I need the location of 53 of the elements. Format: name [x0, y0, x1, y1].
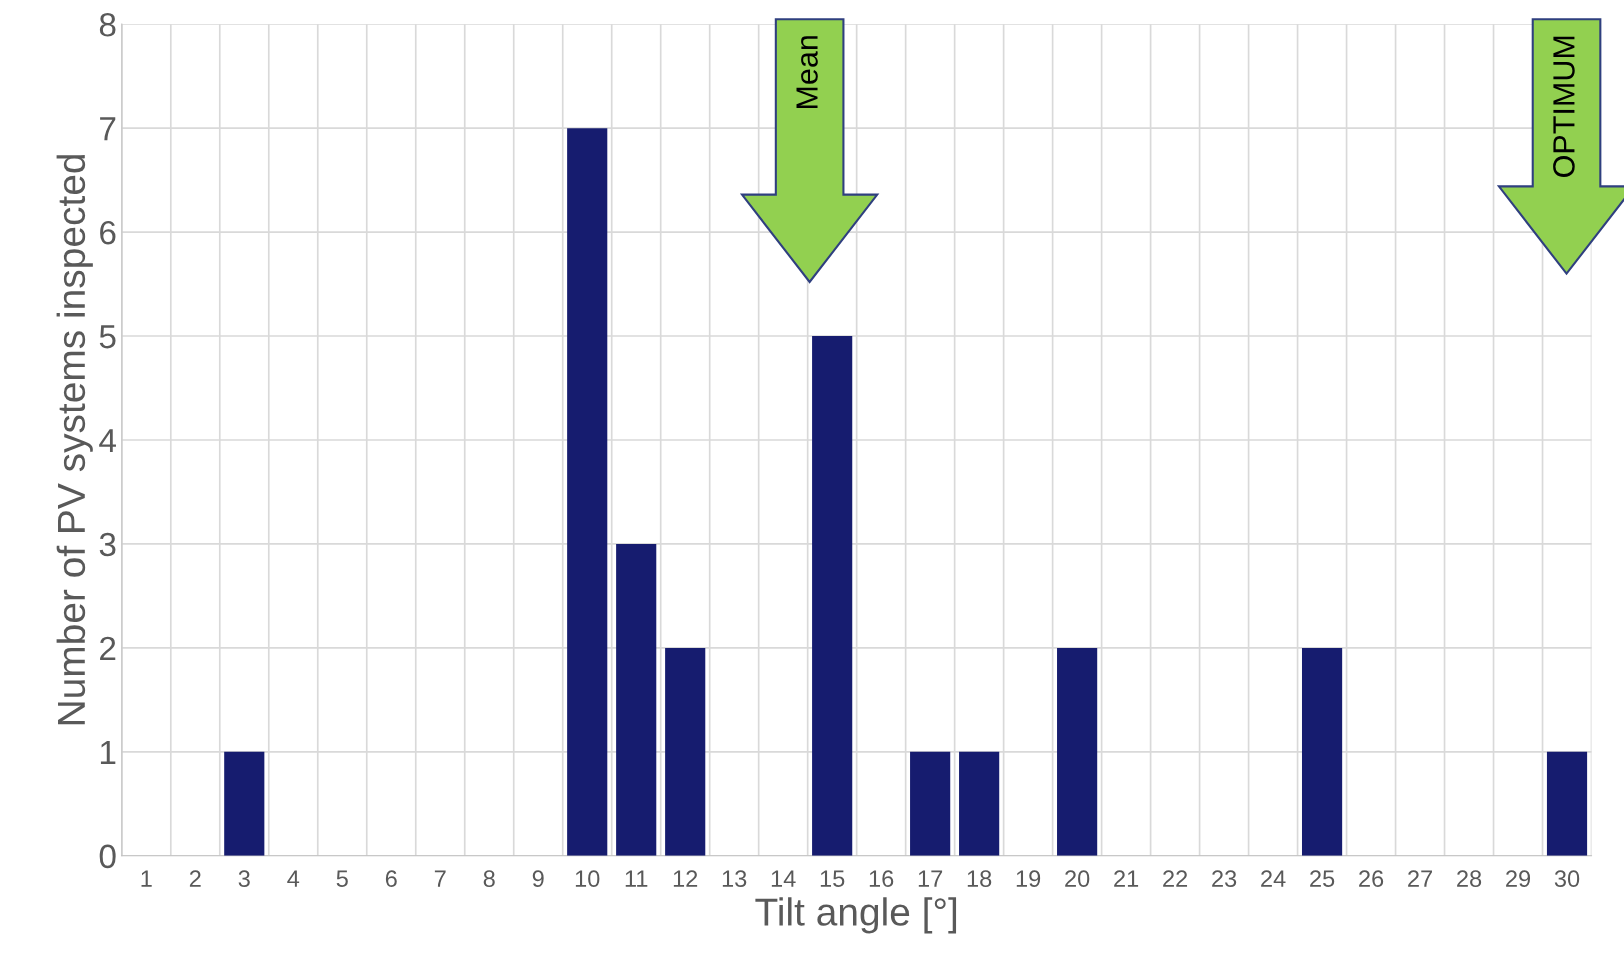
x-tick-label: 10 — [575, 870, 600, 888]
bar — [959, 751, 1000, 856]
annotation: OPTIMUM — [1553, 36, 1575, 177]
x-tick-label: 22 — [1163, 870, 1188, 887]
x-tick-label: 28 — [1457, 870, 1482, 888]
y-tick-label: 5 — [99, 325, 116, 349]
x-tick-label: 27 — [1408, 870, 1432, 887]
bar — [224, 751, 265, 856]
bar — [812, 336, 853, 856]
bar — [567, 128, 608, 856]
x-tick-label: 7 — [434, 870, 446, 887]
y-tick-label: 7 — [100, 117, 116, 141]
y-tick-label: 2 — [100, 636, 116, 660]
y-tick-label: 8 — [99, 12, 116, 37]
x-tick-label: 3 — [238, 870, 250, 888]
x-tick-label: 6 — [385, 870, 397, 888]
y-tick-label: 6 — [100, 220, 116, 245]
x-tick-label: 25 — [1310, 870, 1335, 888]
bar — [1546, 751, 1588, 856]
x-tick-label: 16 — [869, 870, 894, 888]
bar — [665, 647, 706, 856]
y-tick-label: 0 — [99, 844, 116, 869]
bar — [910, 751, 951, 856]
x-tick-label: 4 — [287, 870, 300, 887]
bar — [1057, 647, 1098, 856]
x-tick-label: 13 — [722, 870, 747, 888]
x-tick-label: 17 — [918, 870, 943, 887]
bar — [1301, 647, 1343, 856]
x-axis-title: Tilt angle [°] — [755, 897, 957, 934]
x-tick-label: 14 — [771, 870, 796, 887]
y-tick-label: 1 — [100, 740, 116, 764]
x-tick-label: 12 — [673, 870, 698, 887]
x-tick-label: 18 — [967, 870, 992, 888]
y-axis-title: Number of PV systems inspected — [56, 155, 93, 725]
y-tick-label: 4 — [99, 429, 116, 453]
x-tick-label: 24 — [1261, 870, 1286, 887]
x-tick-label: 21 — [1114, 870, 1139, 887]
y-tick-label: 3 — [99, 532, 116, 557]
x-tick-label: 30 — [1554, 870, 1580, 888]
x-tick-label: 1 — [141, 870, 152, 887]
bar — [616, 543, 657, 856]
x-tick-label: 2 — [189, 870, 201, 887]
x-tick-label: 19 — [1016, 870, 1041, 888]
x-tick-label: 11 — [625, 870, 648, 887]
x-tick-label: 15 — [820, 870, 845, 888]
annotation: Mean — [796, 36, 818, 109]
x-tick-label: 5 — [336, 870, 348, 888]
x-tick-label: 20 — [1065, 870, 1090, 888]
x-tick-label: 29 — [1506, 870, 1531, 888]
x-tick-label: 23 — [1212, 870, 1237, 888]
x-tick-label: 9 — [532, 870, 544, 888]
x-tick-label: 8 — [483, 870, 495, 888]
x-tick-label: 26 — [1359, 870, 1384, 888]
